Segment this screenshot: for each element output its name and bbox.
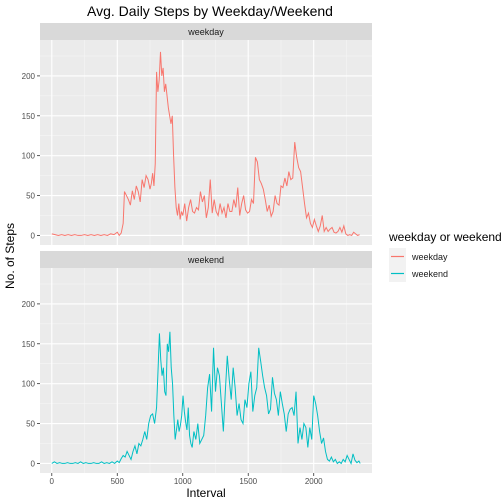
x-tick-label: 1500 — [239, 477, 257, 486]
legend-label-weekday: weekday — [411, 252, 448, 262]
legend-label-weekend: weekend — [411, 269, 448, 279]
facet-strip-weekday — [40, 23, 372, 40]
y-tick-label: 0 — [31, 231, 36, 240]
panel-weekend — [40, 268, 372, 473]
x-tick-label: 0 — [50, 477, 55, 486]
series-line-weekday — [51, 51, 360, 237]
y-axis-title: No. of Steps — [3, 223, 17, 289]
x-tick-label: 2000 — [305, 477, 323, 486]
y-tick-label: 150 — [22, 112, 36, 121]
y-tick-label: 100 — [22, 380, 36, 389]
y-tick-label: 100 — [22, 152, 36, 161]
facet-label-weekend: weekend — [187, 255, 224, 265]
x-tick-label: 500 — [111, 477, 125, 486]
gridlines-weekday — [40, 40, 372, 245]
y-tick-label: 50 — [26, 192, 35, 201]
y-tick-label: 200 — [22, 72, 36, 81]
series-line-weekend — [51, 331, 361, 465]
x-axis-title: Interval — [186, 486, 225, 500]
y-tick-label: 200 — [22, 300, 36, 309]
gridlines-weekend — [40, 268, 372, 473]
chart-title: Avg. Daily Steps by Weekday/Weekend — [87, 3, 333, 19]
y-tick-label: 0 — [31, 459, 36, 468]
y-tick-label: 150 — [22, 340, 36, 349]
y-tick-label: 50 — [26, 420, 35, 429]
facet-strip-weekend — [40, 251, 372, 268]
facet-label-weekday: weekday — [187, 27, 224, 37]
legend-title: weekday or weekend — [388, 230, 502, 244]
x-tick-label: 1000 — [174, 477, 192, 486]
